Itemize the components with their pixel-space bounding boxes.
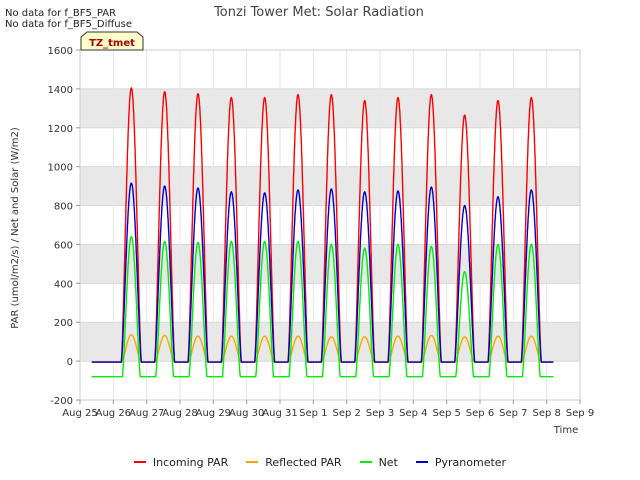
y-tick-label: 1600 bbox=[48, 46, 73, 57]
legend-label: Pyranometer bbox=[434, 455, 507, 469]
y-tick-label: 600 bbox=[54, 240, 73, 251]
badge-shape bbox=[80, 31, 144, 51]
y-tick-label: 0 bbox=[67, 357, 73, 368]
x-tick-label: Sep 1 bbox=[299, 408, 327, 419]
series-lines bbox=[91, 87, 554, 378]
background-band bbox=[80, 322, 580, 362]
y-tick-label: 200 bbox=[54, 318, 73, 329]
y-tick-label: 1000 bbox=[48, 163, 73, 174]
x-tick-label: Aug 31 bbox=[262, 408, 297, 419]
legend-item: Net bbox=[359, 455, 398, 469]
x-tick-label: Aug 29 bbox=[196, 408, 231, 419]
legend-label: Net bbox=[378, 455, 398, 469]
y-tick-label: 400 bbox=[54, 279, 73, 290]
y-tick-label: 1200 bbox=[48, 124, 73, 135]
tz-badge: TZ_tmet bbox=[80, 31, 144, 51]
series-line-pyranometer bbox=[91, 182, 554, 363]
legend-item: Pyranometer bbox=[415, 455, 507, 469]
x-tick-label: Sep 8 bbox=[532, 408, 560, 419]
x-tick-label: Sep 5 bbox=[432, 408, 460, 419]
chart-legend: Incoming PAR Reflected PAR Net Pyranometer bbox=[0, 453, 640, 469]
y-axis-label: PAR (umol/m2/s) / Net and Solar (W/m2) bbox=[10, 127, 21, 329]
x-tick-label: Aug 30 bbox=[229, 408, 264, 419]
y-tick-label: 1400 bbox=[48, 85, 73, 96]
x-tick-label: Sep 2 bbox=[332, 408, 360, 419]
legend-label: Incoming PAR bbox=[152, 455, 229, 469]
y-tick-label: 800 bbox=[54, 202, 73, 213]
no-data-notes: No data for f_BF5_PAR No data for f_BF5_… bbox=[5, 8, 132, 30]
plot-frame bbox=[79, 49, 581, 401]
legend-item: Incoming PAR bbox=[133, 455, 229, 469]
x-tick-label: Sep 9 bbox=[566, 408, 594, 419]
legend-swatch bbox=[246, 461, 259, 463]
chart-title: Tonzi Tower Met: Solar Radiation bbox=[213, 5, 424, 20]
x-tick-label: Sep 4 bbox=[399, 408, 427, 419]
legend-swatch bbox=[359, 461, 372, 463]
y-axis-ticks: -200 0 200 400 600 800 1000 1200 1400 1600 bbox=[48, 46, 80, 407]
series-line-net bbox=[91, 235, 554, 378]
legend-label: Reflected PAR bbox=[265, 455, 342, 469]
badge-label: TZ_tmet bbox=[89, 38, 135, 49]
x-tick-label: Aug 26 bbox=[96, 408, 131, 419]
x-tick-label: Sep 7 bbox=[499, 408, 527, 419]
y-tick-label: -200 bbox=[50, 396, 73, 407]
legend-swatch bbox=[133, 461, 146, 463]
x-tick-label: Aug 28 bbox=[162, 408, 197, 419]
x-tick-label: Aug 25 bbox=[62, 408, 97, 419]
x-tick-label: Sep 3 bbox=[366, 408, 394, 419]
legend-item: Reflected PAR bbox=[246, 455, 342, 469]
no-data-note-1: No data for f_BF5_PAR bbox=[5, 8, 117, 19]
legend-swatch bbox=[415, 461, 428, 463]
x-tick-label: Aug 27 bbox=[129, 408, 164, 419]
x-tick-label: Sep 6 bbox=[466, 408, 494, 419]
no-data-note-2: No data for f_BF5_Diffuse bbox=[5, 19, 132, 30]
x-axis-label: Time bbox=[553, 425, 578, 436]
